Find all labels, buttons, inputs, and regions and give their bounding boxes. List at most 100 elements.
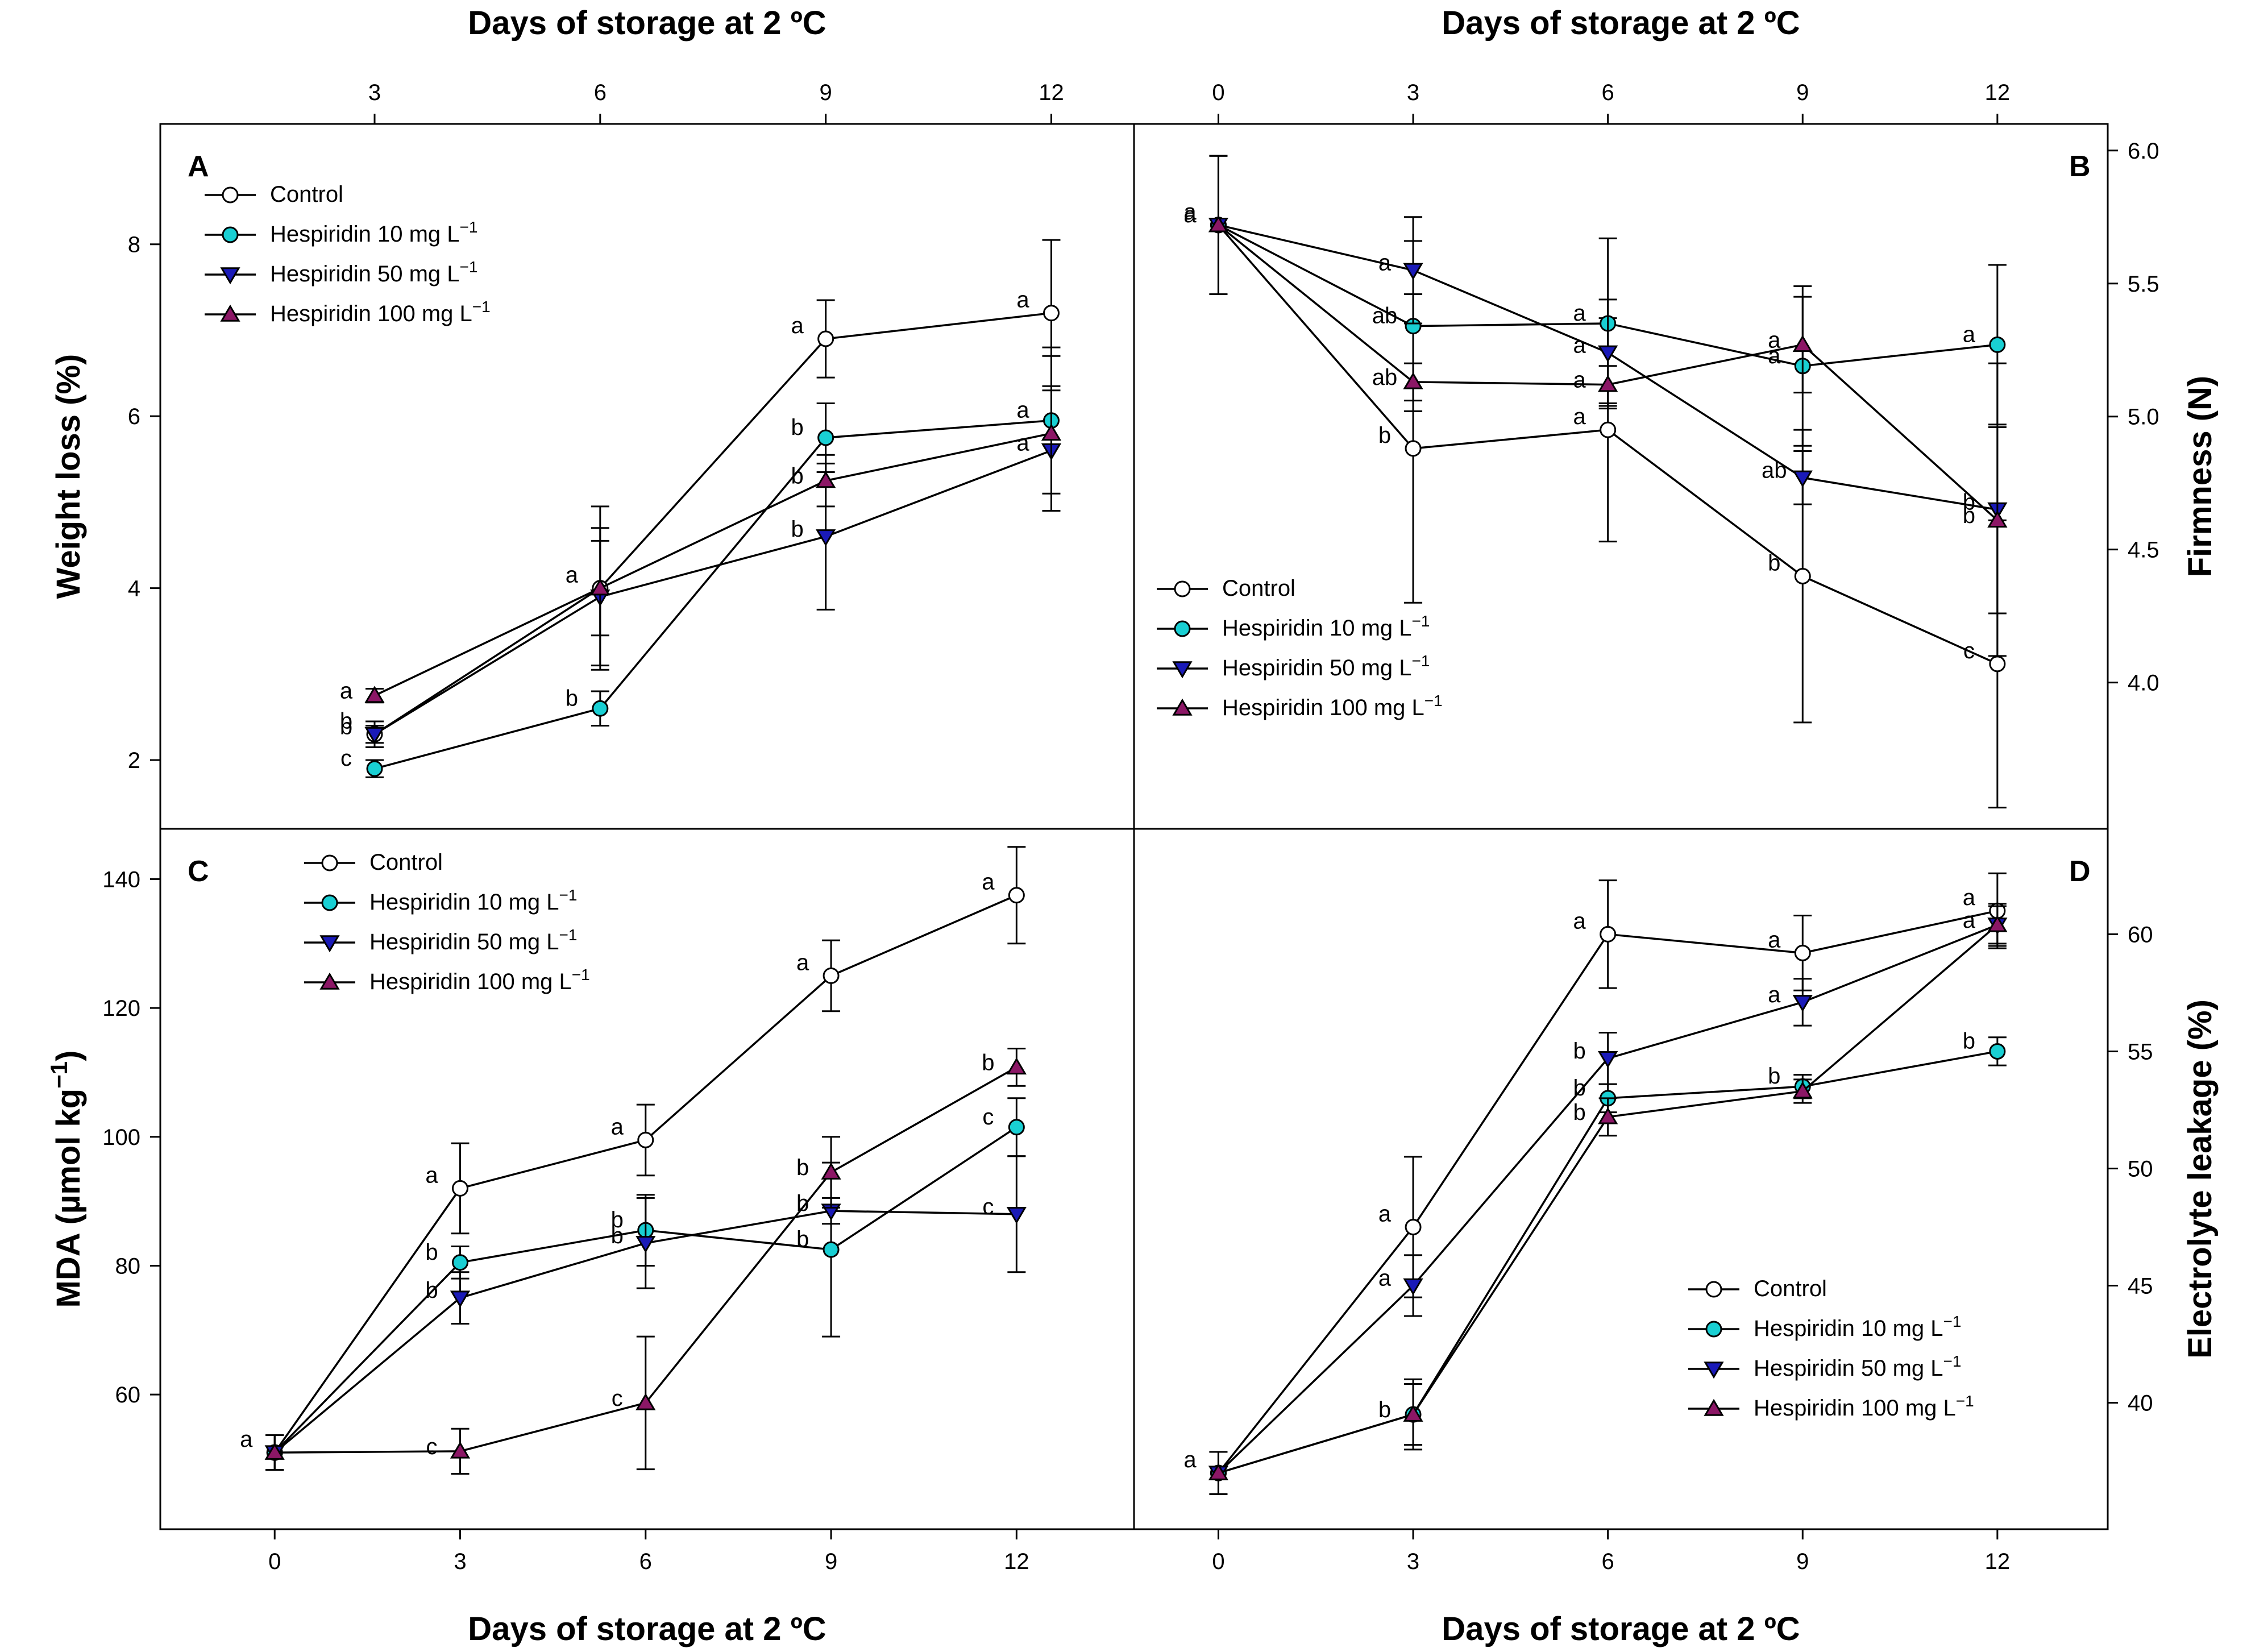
significance-letter: a <box>1573 333 1586 358</box>
data-point <box>1405 440 1422 457</box>
data-point <box>636 1393 656 1410</box>
significance-letter: b <box>1378 1397 1391 1422</box>
significance-letter: b <box>1768 1064 1780 1089</box>
panel-b: B 0 3 6 9 12 Days of storage at 2 ºC 4.0 4.5 5.0 5… <box>1133 5 2219 830</box>
significance-letter: b <box>566 686 578 711</box>
y-tick-label: 4.0 <box>2128 671 2159 696</box>
data-point <box>1792 335 1813 352</box>
plot-frame <box>1133 828 2109 1530</box>
legend-item: Hespiridin 50 mg L−1 <box>304 926 577 954</box>
significance-letter: c <box>340 746 352 771</box>
x-tick-label: 6 <box>1602 1549 1614 1574</box>
significance-letter: a <box>425 1163 438 1188</box>
data-point <box>451 1254 468 1271</box>
legend-item: Hespiridin 50 mg L−1 <box>1157 652 1430 680</box>
legend-label-text: Hespiridin 10 mg L <box>1222 616 1412 641</box>
significance-letter: a <box>796 950 809 975</box>
legend-marker <box>321 894 338 911</box>
x-tick-label: 6 <box>639 1549 652 1574</box>
data-point <box>636 1236 656 1253</box>
legend-label: Hespiridin 100 mg L−1 <box>1222 692 1443 720</box>
legend-item: Hespiridin 100 mg L−1 <box>304 966 590 994</box>
data-point <box>1989 655 2006 673</box>
significance-letter: b <box>1963 503 1975 528</box>
y-tick-label: 8 <box>128 233 140 258</box>
significance-letter: a <box>791 313 804 338</box>
legend-label: Hespiridin 100 mg L−1 <box>270 298 491 326</box>
legend-label-superscript: −1 <box>1956 1392 1974 1410</box>
x-tick-label: 9 <box>1796 1549 1809 1574</box>
significance-letter: c <box>1963 638 1975 663</box>
data-point <box>816 529 836 547</box>
data-point <box>1598 1051 1618 1069</box>
legend-label-superscript: −1 <box>460 218 478 236</box>
legend-label: Hespiridin 50 mg L−1 <box>270 258 477 287</box>
legend-marker <box>321 854 338 871</box>
y-tick-label: 2 <box>128 748 140 773</box>
data-point <box>1041 424 1062 441</box>
significance-letter: a <box>240 1427 253 1452</box>
series-2: bbb c <box>264 1155 1027 1471</box>
x-tick-label: 3 <box>1407 1549 1419 1574</box>
data-point <box>364 727 385 744</box>
data-point <box>1403 1278 1423 1296</box>
significance-letter: b <box>796 1155 809 1180</box>
data-point <box>450 1441 471 1459</box>
data-point <box>590 578 610 596</box>
x-tick-label: 0 <box>1212 1549 1224 1574</box>
x-tick-label: 9 <box>820 80 832 105</box>
legend-item: Hespiridin 10 mg L−1 <box>205 218 477 247</box>
x-axis-title: Days of storage at 2 ºC <box>468 1611 826 1647</box>
legend-label-superscript: −1 <box>559 886 578 904</box>
x-tick-label: 0 <box>1212 80 1224 105</box>
legend-label-superscript: −1 <box>1412 652 1430 670</box>
y-axis-title: MDA (µmol kg−1) <box>45 1051 87 1308</box>
significance-letter: a <box>340 679 353 704</box>
significance-letter: a <box>1016 431 1029 456</box>
data-point <box>1598 345 1618 363</box>
significance-letter: a <box>611 1114 624 1139</box>
significance-letter: ab <box>1372 304 1398 329</box>
x-tick-label: 3 <box>1407 80 1419 105</box>
data-point <box>1794 567 1811 584</box>
x-tick-label: 9 <box>1796 80 1809 105</box>
series-line <box>374 449 1052 736</box>
y-axis-title: Firmness (N) <box>2182 376 2219 578</box>
significance-letter: b <box>1963 1028 1975 1053</box>
legend-label: Control <box>1222 576 1295 601</box>
data-point <box>450 1290 471 1308</box>
significance-letter: a <box>982 870 995 895</box>
significance-letter: c <box>982 1105 994 1130</box>
data-point <box>1600 421 1617 438</box>
y-tick-label: 4 <box>128 576 140 601</box>
legend-label: Control <box>270 182 343 207</box>
series-line <box>374 312 1052 736</box>
data-point <box>1403 1404 1423 1422</box>
y-tick-label: 40 <box>2128 1390 2153 1416</box>
significance-letter: ab <box>1372 365 1398 390</box>
series-1: c b b a <box>340 346 1061 778</box>
panel-letter: C <box>188 855 209 888</box>
legend-label-superscript: −1 <box>460 258 478 276</box>
significance-letter: a <box>1963 885 1976 910</box>
legend-label: Hespiridin 100 mg L−1 <box>369 966 590 994</box>
significance-letter: a <box>1183 202 1197 227</box>
legend-label: Hespiridin 10 mg L−1 <box>1754 1313 1961 1341</box>
legend-marker <box>222 226 239 243</box>
data-point <box>1405 1218 1422 1235</box>
y-tick-label: 5.5 <box>2128 272 2159 297</box>
data-point <box>1042 305 1060 322</box>
y-tick-label: 100 <box>102 1125 140 1150</box>
series-3: ab <box>340 355 1062 704</box>
panel-d: D 0 3 6 9 12 Days of storage at 2 ºC 40 45 50 55 60… <box>1133 828 2219 1647</box>
data-point <box>1794 944 1811 961</box>
significance-letter: a <box>1378 250 1392 275</box>
significance-letter: a <box>1573 368 1586 393</box>
legend-marker <box>1172 661 1193 679</box>
data-point <box>821 1162 841 1180</box>
significance-letter: b <box>791 415 804 440</box>
panel-letter: B <box>2069 150 2091 183</box>
significance-letter: a <box>1768 982 1781 1007</box>
legend-item: Hespiridin 100 mg L−1 <box>1157 692 1443 720</box>
